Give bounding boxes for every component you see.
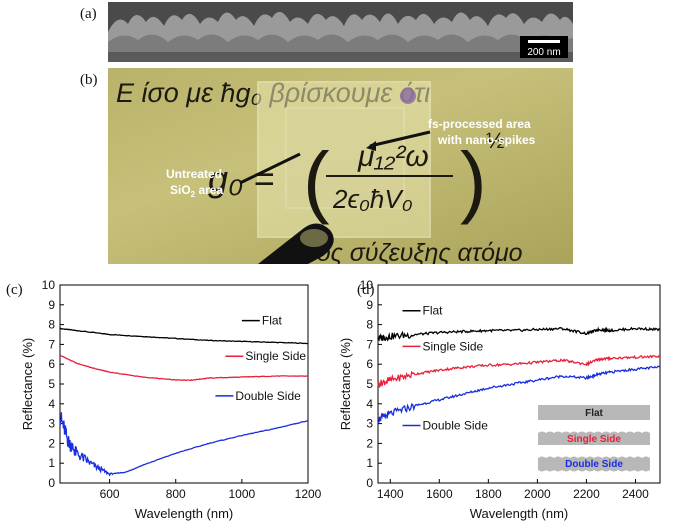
panel-label-b: (b) — [80, 72, 98, 88]
chart0-ytick-label: 8 — [48, 318, 55, 332]
chart1-ytick-label: 4 — [366, 397, 373, 411]
panel-label-d: (d) — [357, 282, 375, 298]
chart0-ytick-label: 10 — [42, 278, 56, 292]
panel-label-a: (a) — [80, 6, 97, 22]
sample-photo-drawing: E ίσο με ħg₀ βρίσκουμε ότι μός σύζευξης … — [116, 78, 536, 264]
chart0-xlabel: Wavelength (nm) — [135, 506, 234, 521]
svg-text:½: ½ — [486, 128, 504, 153]
chart0-xtick-label: 800 — [166, 487, 186, 501]
annotation-processed-line1: fs-processed area — [428, 117, 531, 131]
structure-inset: Flat Single Side Double Side — [538, 405, 650, 472]
chart1-series-single-side — [377, 354, 661, 389]
chart1-ytick-label: 0 — [366, 476, 373, 490]
chart0-series-flat — [59, 327, 309, 345]
inset-flat-layer — [538, 405, 650, 420]
chart0-xtick-label: 1000 — [229, 487, 256, 501]
inset-double-label: Double Side — [565, 459, 623, 470]
sample-photo: E ίσο με ħg₀ βρίσκουμε ότι μός σύζευξης … — [108, 68, 573, 264]
chart0-ytick-label: 9 — [48, 298, 55, 312]
chart-d: 0 1 2 3 4 5 6 7 8 9 10 1400 1600 1800 2000 2200 2400 Wave… — [338, 278, 661, 521]
chart1-xtick-label: 1600 — [426, 487, 453, 501]
inset-flat-label: Flat — [585, 408, 603, 419]
chart1-ytick-label: 5 — [366, 377, 373, 391]
inset-double-layer — [538, 456, 650, 472]
sem-image: 200 nm — [108, 2, 573, 62]
svg-text:2ϵ₀ħV₀: 2ϵ₀ħV₀ — [332, 184, 413, 214]
chart1-ylabel: Reflectance (%) — [338, 338, 353, 430]
chart1-ytick-label: 3 — [366, 417, 373, 431]
chart-c: 0 1 2 3 4 5 6 7 8 9 10 600 800 1000 1200 Wavelength (nm… — [20, 278, 322, 521]
chart1-xtick-label: 2200 — [573, 487, 600, 501]
chart1-ytick-label: 6 — [366, 357, 373, 371]
chart0-ytick-label: 7 — [48, 337, 55, 351]
photo-background-text-bottom: μός σύζευξης ατόμο — [302, 239, 523, 264]
chart1-ytick-label: 8 — [366, 318, 373, 332]
chart0-ytick-label: 0 — [48, 476, 55, 490]
svg-text:): ) — [460, 136, 487, 225]
chart0-legend-label: Single Side — [245, 349, 306, 363]
inset-single-layer — [538, 431, 650, 445]
chart0-ylabel: Reflectance (%) — [20, 338, 35, 430]
chart1-xtick-label: 1400 — [377, 487, 404, 501]
panel-label-c: (c) — [6, 282, 23, 298]
chart0-xtick-label: 1200 — [295, 487, 322, 501]
chart0-ytick-label: 2 — [48, 436, 55, 450]
annotation-untreated-line1: Untreated — [166, 167, 222, 181]
annotation-untreated-line2: SiO2 area — [170, 183, 223, 199]
svg-text:(: ( — [303, 136, 330, 225]
sem-texture: 200 nm — [108, 2, 573, 62]
chart1-xlabel: Wavelength (nm) — [470, 506, 569, 521]
chart1-xtick-label: 1800 — [475, 487, 502, 501]
chart1-ytick-label: 7 — [366, 337, 373, 351]
chart1-plot-frame — [377, 284, 661, 484]
chart0-ytick-label: 5 — [48, 377, 55, 391]
chart0-ytick-label: 1 — [48, 456, 55, 470]
chart0-legend-label: Double Side — [235, 389, 301, 403]
chart1-ytick-label: 2 — [366, 436, 373, 450]
chart0-ytick-label: 4 — [48, 397, 55, 411]
inset-single-label: Single Side — [567, 434, 621, 445]
svg-text:g₀ =: g₀ = — [208, 158, 274, 199]
scale-bar-label: 200 nm — [527, 47, 560, 58]
chart0-series-single-side — [60, 354, 309, 382]
chart1-series-flat — [377, 326, 661, 342]
chart1-legend-label: Double Side — [423, 419, 489, 433]
chart1-legend-label: Flat — [423, 304, 444, 318]
chart0-xtick-label: 600 — [100, 487, 120, 501]
annotation-processed-line2: with nano-spikes — [437, 133, 536, 147]
chart1-xtick-label: 2400 — [622, 487, 649, 501]
chart0-legend-label: Flat — [262, 314, 283, 328]
chart1-ytick-label: 1 — [366, 456, 373, 470]
chart1-ytick-label: 10 — [360, 278, 374, 292]
chart0-ytick-label: 3 — [48, 417, 55, 431]
svg-text:μ₁₂²ω: μ₁₂²ω — [357, 140, 429, 173]
chart0-ytick-label: 6 — [48, 357, 55, 371]
chart1-legend-label: Single Side — [423, 339, 484, 353]
chart1-ytick-label: 9 — [366, 298, 373, 312]
chart1-series-double-side — [377, 365, 661, 424]
chart1-xtick-label: 2000 — [524, 487, 551, 501]
chart0-series-double-side — [59, 412, 309, 477]
